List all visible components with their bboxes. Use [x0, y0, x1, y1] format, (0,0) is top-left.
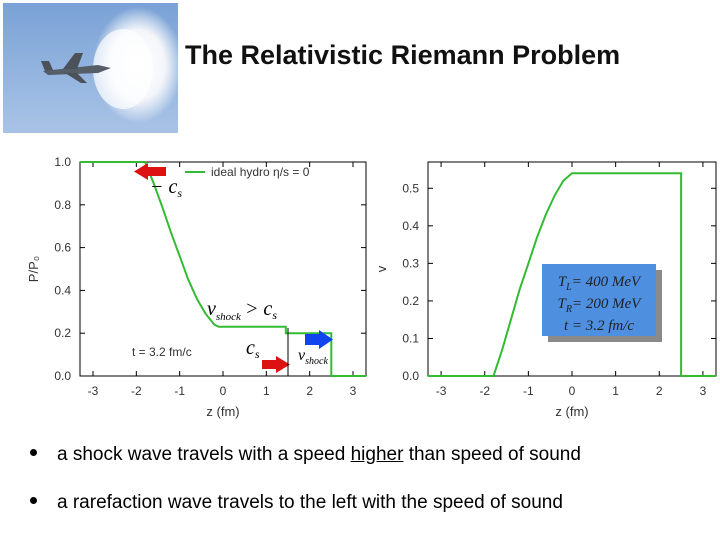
pressure-chart: -3 -2 -1 0 1 2 3 0.0 0.2 0.4 0.6 0.8 1.0 P/P₀ z (fm)…	[26, 155, 367, 419]
tl-param: TL= 400 MeV	[558, 274, 642, 293]
slide-title: The Relativistic Riemann Problem	[185, 40, 621, 70]
bullet-dot	[30, 449, 37, 457]
vshock-label: vshock	[298, 347, 328, 367]
y-tick-label: 0.8	[54, 198, 71, 212]
time-annotation: t = 3.2 fm/c	[132, 345, 192, 359]
x-tick-label: 0	[220, 384, 227, 398]
x-tick-label: -1	[174, 384, 185, 398]
x-tick-label: 1	[612, 384, 619, 398]
x-tick-label: -3	[436, 384, 447, 398]
rarefaction-arrow-icon	[134, 163, 166, 180]
y-tick-label: 0.0	[54, 369, 71, 383]
legend-label: ideal hydro η/s = 0	[211, 165, 310, 179]
y-tick-label: 0.3	[402, 256, 419, 270]
time-param: t = 3.2 fm/c	[564, 318, 634, 334]
parameters-box: TL= 400 MeV TR= 200 MeV t = 3.2 fm/c	[542, 264, 662, 342]
y-tick-label: 0.2	[402, 294, 419, 308]
jet-icon	[41, 53, 111, 83]
bullet-dot	[30, 497, 37, 505]
bullet-shock-emphasis: higher	[350, 444, 404, 465]
x-tick-label: -3	[88, 384, 99, 398]
y-tick-label: 0.4	[402, 219, 419, 233]
jet-sonic-boom-photo	[3, 3, 178, 133]
pressure-series-line	[80, 161, 366, 377]
y-tick-label: 0.1	[402, 331, 419, 345]
photo-illustration	[3, 3, 178, 133]
y-tick-label: 0.4	[54, 283, 71, 297]
x-tick-label: 3	[700, 384, 707, 398]
bullet-rarefaction-text: a rarefaction wave travels to the left w…	[57, 492, 563, 513]
y-tick-label: 1.0	[54, 155, 71, 169]
vshock-gt-cs-label: vshock > cs	[207, 298, 277, 323]
pressure-x-axis-label: z (fm)	[206, 404, 239, 419]
x-tick-label: 0	[569, 384, 576, 398]
cs-label: cs	[246, 337, 260, 361]
sound-speed-arrow-icon	[262, 356, 290, 373]
bullet-shock-text-post: than speed of sound	[403, 444, 581, 465]
x-tick-label: 1	[263, 384, 270, 398]
tr-param: TR= 200 MeV	[558, 296, 643, 315]
x-tick-label: -2	[479, 384, 490, 398]
x-tick-label: 2	[306, 384, 313, 398]
x-tick-label: 2	[656, 384, 663, 398]
bullet-shock: a shock wave travels with a speed higher…	[30, 444, 581, 466]
x-tick-label: 3	[350, 384, 357, 398]
y-tick-label: 0.6	[54, 241, 71, 255]
minus-cs-label: − cs	[150, 176, 182, 200]
x-tick-label: -1	[523, 384, 534, 398]
shock-speed-arrow-icon	[305, 330, 333, 349]
y-tick-label: 0.2	[54, 326, 71, 340]
pressure-y-axis-label: P/P₀	[26, 256, 41, 282]
velocity-series-line	[428, 172, 716, 377]
velocity-y-axis-label: v	[374, 265, 389, 272]
x-tick-label: -2	[131, 384, 142, 398]
velocity-chart: -3 -2 -1 0 1 2 3 0.0 0.1 0.2 0.3 0.4 0.5 v z (fm) TL…	[374, 161, 717, 419]
y-tick-label: 0.0	[402, 369, 419, 383]
y-tick-label: 0.5	[402, 181, 419, 195]
bullet-shock-text-pre: a shock wave travels with a speed	[57, 444, 351, 465]
velocity-x-axis-label: z (fm)	[555, 404, 588, 419]
bullet-rarefaction: a rarefaction wave travels to the left w…	[30, 492, 563, 514]
